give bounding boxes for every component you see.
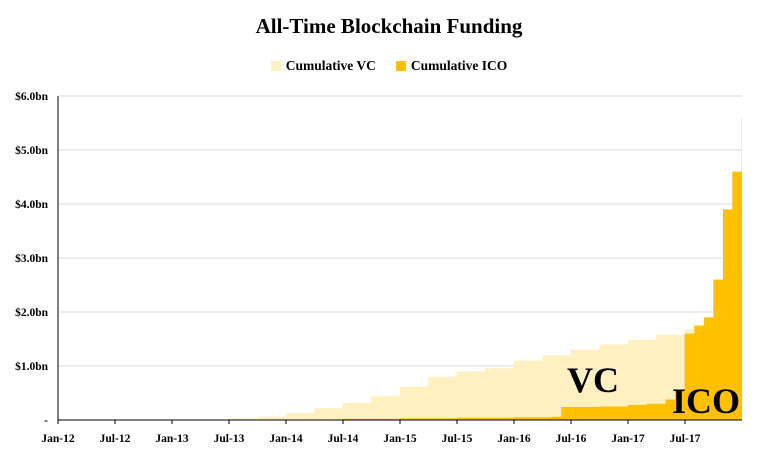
x-tick-label: Jan-16 bbox=[497, 433, 530, 445]
area-cumulative-vc bbox=[58, 317, 742, 420]
chart-title: All-Time Blockchain Funding bbox=[255, 14, 523, 38]
y-tick-label: - bbox=[44, 415, 48, 427]
x-tick-label: Jul-12 bbox=[100, 433, 131, 445]
x-tick-label: Jan-15 bbox=[383, 433, 416, 445]
y-tick-label: $6.0bn bbox=[15, 90, 49, 103]
legend-swatch-vc bbox=[270, 61, 281, 71]
y-tick-label: $3.0bn bbox=[15, 252, 49, 265]
legend-label-vc: Cumulative VC bbox=[285, 58, 376, 73]
x-tick-label: Jul-14 bbox=[328, 433, 359, 445]
x-tick-label: Jul-13 bbox=[214, 433, 245, 445]
annotation-ico: ICO bbox=[672, 381, 740, 421]
axes bbox=[57, 96, 742, 424]
legend: Cumulative VC Cumulative ICO bbox=[0, 58, 778, 74]
y-axis-labels: - $1.0bn $2.0bn $3.0bn $4.0bn $5.0bn $6.0bn bbox=[15, 90, 49, 427]
x-tick-label: Jan-17 bbox=[611, 433, 644, 445]
x-tick-label: Jul-17 bbox=[670, 433, 701, 445]
x-tick-label: Jan-14 bbox=[269, 433, 302, 445]
overlay-labels: VC ICO bbox=[567, 360, 740, 421]
x-tick-label: Jan-12 bbox=[41, 433, 74, 445]
area-series bbox=[58, 117, 742, 420]
x-tick-label: Jul-16 bbox=[556, 433, 587, 445]
y-tick-label: $5.0bn bbox=[15, 144, 49, 157]
x-tick-label: Jul-15 bbox=[442, 433, 473, 445]
y-tick-label: $2.0bn bbox=[15, 306, 49, 319]
y-tick-label: $4.0bn bbox=[15, 198, 49, 211]
annotation-vc: VC bbox=[567, 360, 619, 400]
legend-swatch-ico bbox=[395, 61, 406, 71]
legend-item-vc: Cumulative VC bbox=[270, 58, 376, 74]
x-axis-labels: Jan-12 Jul-12 Jan-13 Jul-13 Jan-14 Jul-14 Jan-… bbox=[41, 433, 700, 445]
legend-item-ico: Cumulative ICO bbox=[395, 58, 508, 74]
gridlines bbox=[58, 95, 742, 367]
legend-label-ico: Cumulative ICO bbox=[410, 58, 508, 73]
x-tick-label: Jan-13 bbox=[155, 433, 188, 445]
y-tick-label: $1.0bn bbox=[15, 360, 49, 373]
